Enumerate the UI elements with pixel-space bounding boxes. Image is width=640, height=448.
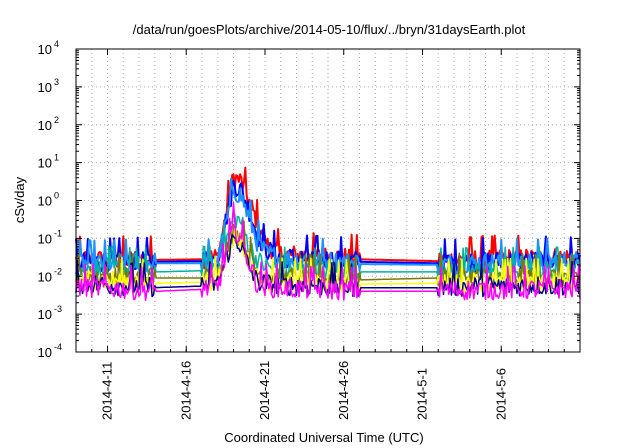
y-tick-label: 10 [38,80,52,95]
x-tick-label: 2014-4-26 [336,361,351,420]
series-line [75,201,581,302]
y-tick-exponent: -2 [54,266,62,276]
chart-title: /data/run/goesPlots/archive/2014-05-10/f… [133,22,526,37]
x-axis-label: Coordinated Universal Time (UTC) [224,430,423,445]
y-tick-exponent: 4 [54,39,59,49]
y-tick-exponent: 3 [54,77,59,87]
y-axis-label: cSv/day [12,176,27,223]
grid [76,49,580,352]
y-tick-label: 10 [38,194,52,209]
x-tick-label: 2014-4-16 [178,361,193,420]
series-group [75,166,581,302]
y-tick-exponent: -4 [54,342,62,352]
y-tick-label: 10 [38,307,52,322]
x-tick-label: 2014-5-1 [415,368,430,420]
y-tick-exponent: -3 [54,304,62,314]
y-tick-label: 10 [38,118,52,133]
y-tick-label: 10 [38,156,52,171]
y-tick-exponent: -1 [54,228,62,238]
y-tick-label: 10 [38,42,52,57]
y-tick-label: 10 [38,231,52,246]
y-tick-exponent: 2 [54,115,59,125]
x-tick-label: 2014-5-6 [493,368,508,420]
y-tick-exponent: 0 [54,191,59,201]
series-line [75,227,581,294]
y-tick-exponent: 1 [54,153,59,163]
y-tick-label: 10 [38,269,52,284]
x-axis: 2014-4-11 2014-4-16 2014-4-21 2014-4-26 2014… [91,49,565,420]
x-tick-label: 2014-4-11 [100,362,115,420]
x-tick-label: 2014-4-21 [257,361,272,420]
y-tick-label: 10 [38,345,52,360]
